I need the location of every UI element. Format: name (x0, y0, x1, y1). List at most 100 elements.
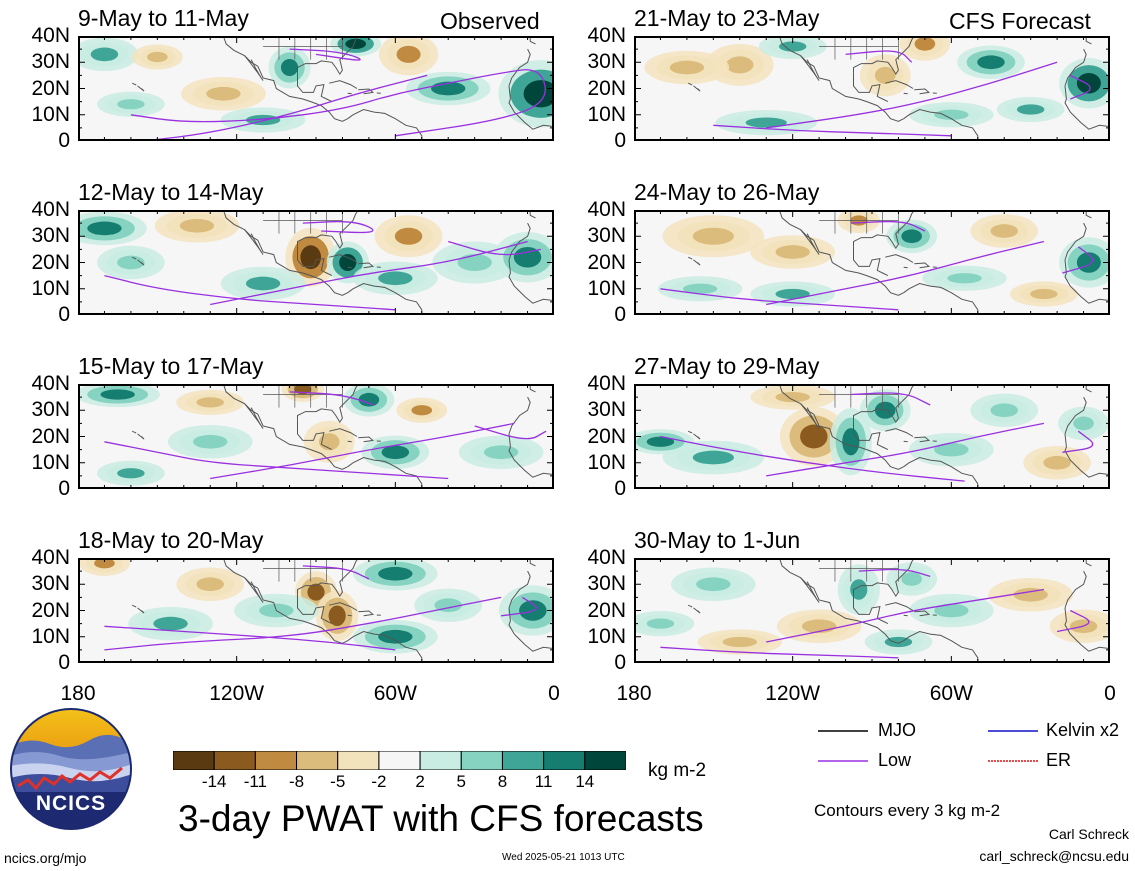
colorbar-tick-label: -11 (243, 772, 268, 791)
footer-timestamp: Wed 2025-05-21 1013 UTC (502, 852, 625, 863)
map-panel-7 (634, 384, 1110, 489)
lon-label: 120W (209, 682, 265, 705)
lat-label: 30N (31, 398, 70, 422)
lat-label: 20N (31, 598, 70, 622)
main-title: 3-day PWAT with CFS forecasts (178, 798, 704, 839)
lat-label: 40N (31, 198, 70, 221)
map-panel-1 (78, 36, 554, 141)
lat-label: 40N (31, 546, 70, 569)
lat-label: 20N (587, 76, 626, 100)
lat-label: 10N (587, 276, 626, 300)
colorbar-unit: kg m-2 (648, 760, 707, 781)
colorbar-swatch (378, 750, 421, 771)
lat-label: 40N (587, 198, 626, 221)
forecast-label: CFS Forecast (949, 8, 1091, 34)
lat-label: 40N (31, 24, 70, 47)
colorbar (172, 750, 627, 771)
footer-url: ncics.org/mjo (4, 850, 87, 866)
panel-title-4: 18-May to 20-May (78, 527, 264, 553)
colorbar-tick-label: 14 (575, 772, 595, 791)
lat-label: 30N (587, 572, 626, 596)
colorbar-tick-label: -14 (201, 772, 227, 791)
lat-label: 0 (614, 129, 626, 152)
colorbar-swatch (501, 750, 545, 771)
logo-text: NCICS (35, 792, 107, 815)
lat-label: 10N (587, 450, 626, 474)
map-panel-3 (78, 384, 554, 489)
lat-label: 20N (587, 250, 626, 274)
lat-label: 0 (58, 303, 70, 326)
colorbar-tick-label: -5 (330, 772, 346, 791)
legend (810, 718, 1130, 778)
colorbar-swatch (213, 750, 256, 771)
colorbar-swatch (584, 750, 627, 771)
lat-label: 30N (587, 50, 626, 74)
lat-label: 20N (31, 76, 70, 100)
lat-label: 0 (614, 303, 626, 326)
lat-label: 10N (31, 624, 70, 648)
map-panel-2 (78, 210, 554, 315)
panel-title-2: 12-May to 14-May (78, 179, 264, 205)
legend-mjo-label: MJO (878, 720, 916, 740)
lat-label: 40N (587, 24, 626, 47)
lat-label: 10N (587, 624, 626, 648)
lon-label: 0 (1104, 682, 1116, 705)
lat-label: 30N (31, 224, 70, 248)
colorbar-swatch (460, 750, 503, 771)
legend-low-label: Low (878, 750, 912, 770)
lat-label: 20N (31, 424, 70, 448)
panel-title-8: 30-May to 1-Jun (634, 527, 801, 553)
lat-label: 40N (587, 546, 626, 569)
map-panel-4 (78, 558, 554, 663)
colorbar-swatch (543, 750, 586, 771)
panel-title-7: 27-May to 29-May (634, 353, 820, 379)
lon-label: 60W (929, 682, 973, 705)
lat-label: 30N (587, 224, 626, 248)
lon-label: 120W (765, 682, 821, 705)
lat-label: 0 (614, 651, 626, 674)
lat-label: 20N (587, 598, 626, 622)
lat-label: 10N (31, 102, 70, 126)
map-panel-5 (634, 36, 1110, 141)
colorbar-swatch (254, 750, 298, 771)
lat-label: 10N (31, 276, 70, 300)
lat-label: 40N (31, 372, 70, 395)
map-panel-6 (634, 210, 1110, 315)
contours-note: Contours every 3 kg m-2 (814, 801, 1001, 820)
panel-title-3: 15-May to 17-May (78, 353, 264, 379)
lon-label: 180 (60, 682, 96, 705)
lat-label: 30N (31, 50, 70, 74)
colorbar-tick-label: 5 (456, 772, 466, 791)
observed-label: Observed (440, 8, 540, 34)
colorbar-tick-label: 11 (534, 772, 553, 791)
lat-label: 20N (587, 424, 626, 448)
legend-kelvin-label: Kelvin x2 (1046, 720, 1120, 740)
colorbar-swatch (337, 750, 380, 771)
lat-label: 20N (31, 250, 70, 274)
lon-label: 0 (548, 682, 560, 705)
footer-author: Carl Schreck (1048, 826, 1129, 842)
lat-label: 40N (587, 372, 626, 395)
colorbar-tick-label: 2 (415, 772, 425, 791)
lat-label: 30N (587, 398, 626, 422)
colorbar-tick-label: -2 (371, 772, 387, 791)
lat-label: 0 (58, 129, 70, 152)
map-panel-8 (634, 558, 1110, 663)
footer-email: carl_schreck@ncsu.edu (979, 848, 1129, 864)
ncics-logo: NCICS (10, 708, 132, 830)
lon-label: 180 (616, 682, 652, 705)
panel-title-6: 24-May to 26-May (634, 179, 820, 205)
lat-label: 10N (587, 102, 626, 126)
colorbar-swatch (296, 750, 339, 771)
lat-label: 10N (31, 450, 70, 474)
legend-er-label: ER (1046, 750, 1072, 770)
lat-label: 0 (58, 651, 70, 674)
lon-label: 60W (373, 682, 417, 705)
lat-label: 30N (31, 572, 70, 596)
lat-label: 0 (58, 477, 70, 500)
colorbar-tick-label: 8 (497, 772, 508, 791)
lat-label: 0 (614, 477, 626, 500)
panel-title-5: 21-May to 23-May (634, 5, 820, 31)
panel-title-1: 9-May to 11-May (78, 5, 249, 31)
colorbar-swatch (172, 750, 215, 771)
